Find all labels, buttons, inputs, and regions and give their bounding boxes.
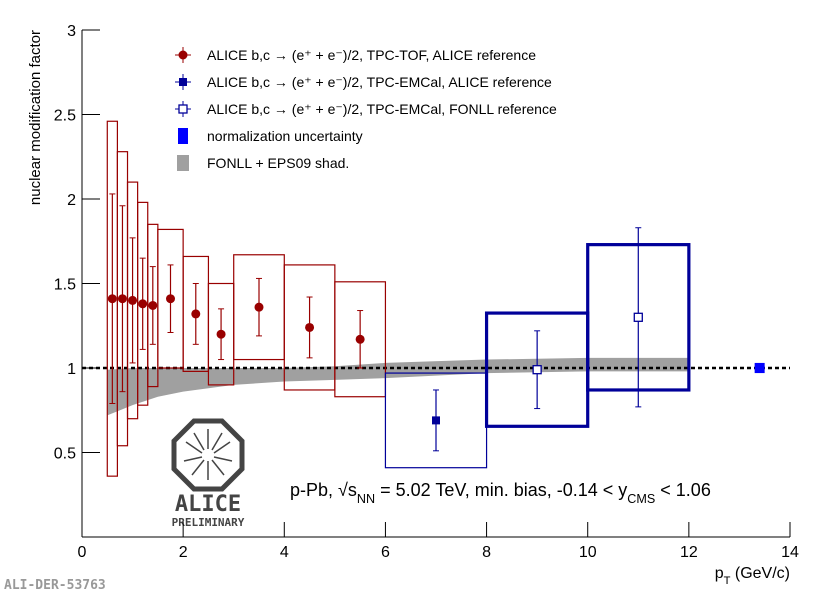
legend-marker <box>179 78 187 86</box>
x-tick-label: 6 <box>381 544 390 561</box>
marker <box>166 294 175 304</box>
x-axis-label-part: (GeV/c) <box>730 565 790 582</box>
x-tick-label: 0 <box>78 544 87 561</box>
footer: ALI-DER-53763 <box>4 578 106 593</box>
marker <box>633 312 643 322</box>
marker <box>355 334 365 344</box>
legend-marker <box>178 104 188 114</box>
x-axis-label: pT (GeV/c) <box>715 565 790 587</box>
y-tick-label: 1 <box>67 361 76 378</box>
band-layer <box>107 357 689 416</box>
x-tick-label: 10 <box>579 544 597 561</box>
x-axis-label-part: T <box>724 575 731 587</box>
y-tick-label: 3 <box>67 23 76 40</box>
annotation-part: NN <box>357 492 375 506</box>
legend-text: ALICE b,c → (e⁺ + e⁻)/2, TPC-EMCal, ALIC… <box>207 74 552 90</box>
y-tick-label: 2 <box>67 192 76 209</box>
legend-text: ALICE b,c → (e⁺ + e⁻)/2, TPC-TOF, ALICE … <box>207 47 536 63</box>
x-axis-label-part: p <box>715 565 724 582</box>
legend-swatch <box>178 128 188 144</box>
logo-subtitle: PRELIMINARY <box>172 516 245 529</box>
fonll-band <box>107 357 689 416</box>
sys-box <box>334 281 387 398</box>
marker <box>117 294 127 304</box>
marker <box>128 295 138 305</box>
y-tick-label: 1.5 <box>54 277 76 294</box>
legend-swatch <box>177 155 189 171</box>
marker <box>148 300 158 310</box>
annotation-part: CMS <box>627 492 655 506</box>
marker <box>432 416 440 425</box>
annotation-part: = 5.02 TeV, min. bias, -0.14 < y <box>375 480 627 500</box>
x-tick-label: 2 <box>179 544 188 561</box>
y-axis-label: nuclear modification factor <box>27 30 44 205</box>
legend-text: FONLL + EPS09 shad. <box>207 155 349 171</box>
marker <box>191 309 201 319</box>
marker <box>254 302 264 312</box>
marker <box>305 322 315 332</box>
marker <box>107 294 117 304</box>
y-tick-label: 2.5 <box>54 108 76 125</box>
alice-logo: ALICE PRELIMINARY <box>171 418 245 529</box>
legend-text: ALICE b,c → (e⁺ + e⁻)/2, TPC-EMCal, FONL… <box>207 101 557 117</box>
x-tick-label: 4 <box>280 544 289 561</box>
legend-marker <box>178 50 188 60</box>
marker <box>216 329 226 339</box>
marker <box>138 299 148 309</box>
normalization-box <box>754 362 765 374</box>
x-tick-label: 8 <box>482 544 491 561</box>
y-tick-label: 0.5 <box>54 446 76 463</box>
logo-octagon <box>171 418 245 492</box>
logo-rays <box>183 429 233 480</box>
annotation: p-Pb, √sNN = 5.02 TeV, min. bias, -0.14 … <box>290 480 711 506</box>
x-tick-label: 12 <box>680 544 698 561</box>
main-layer <box>82 120 790 477</box>
marker <box>532 365 542 375</box>
annotation-part: p-Pb, √s <box>290 480 357 500</box>
x-tick-label: 14 <box>781 544 799 561</box>
legend-text: normalization uncertainty <box>207 128 363 144</box>
annotation-part: < 1.06 <box>655 480 711 500</box>
logo-title: ALICE <box>175 492 241 517</box>
